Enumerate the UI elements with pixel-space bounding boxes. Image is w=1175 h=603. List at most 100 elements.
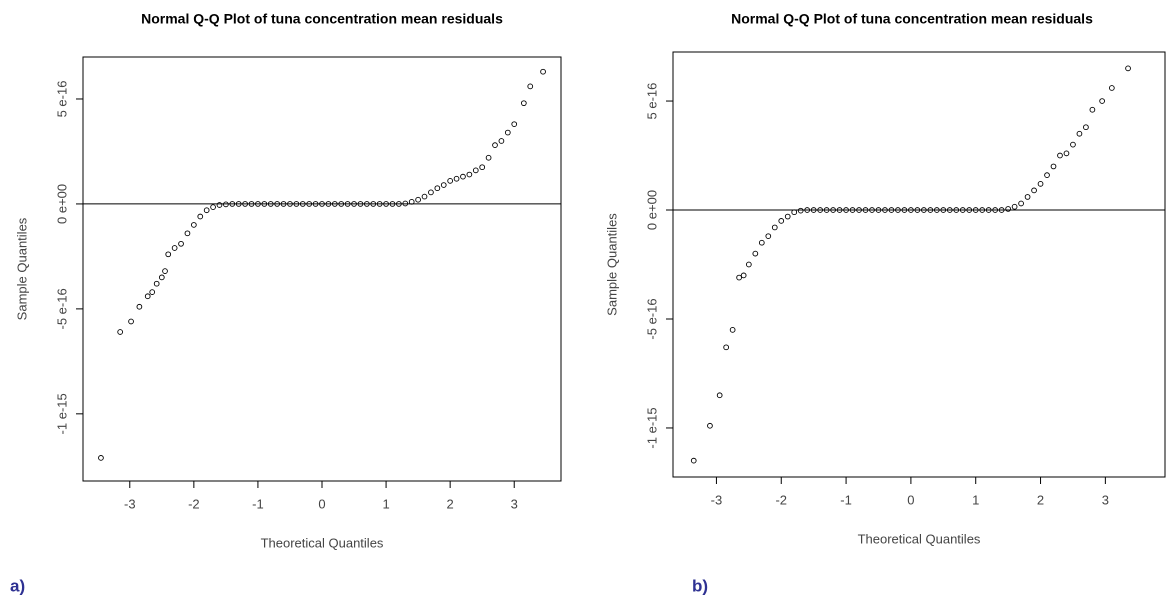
y-axis-label: Sample Quantiles: [604, 213, 619, 316]
point: [849, 207, 856, 213]
point: [267, 201, 274, 207]
point: [428, 189, 434, 196]
point: [162, 268, 168, 274]
y-tick-label: -1 e-15: [54, 393, 69, 434]
panel-label: b): [692, 576, 708, 595]
point: [1005, 206, 1011, 212]
point: [498, 138, 505, 144]
point: [184, 230, 191, 237]
point: [707, 422, 713, 429]
point: [357, 201, 364, 207]
point: [293, 201, 300, 207]
point: [223, 201, 229, 208]
point: [940, 207, 947, 213]
point: [434, 185, 441, 192]
point: [888, 207, 895, 213]
point: [1011, 203, 1018, 210]
point: [415, 196, 421, 203]
point: [402, 200, 409, 207]
y-tick-label: 0 e+00: [644, 190, 659, 230]
point: [830, 207, 836, 213]
point: [1050, 163, 1057, 170]
x-tick-label: -2: [775, 492, 787, 507]
point: [1044, 172, 1050, 178]
y-tick-label: -1 e-15: [644, 407, 659, 448]
point: [723, 344, 730, 351]
point: [979, 207, 986, 213]
point: [875, 207, 882, 213]
point: [1070, 141, 1076, 148]
point: [736, 274, 742, 281]
point: [312, 201, 319, 207]
point: [914, 207, 921, 213]
point: [745, 261, 752, 268]
point: [1031, 187, 1037, 194]
point: [178, 240, 184, 247]
point: [149, 289, 156, 295]
point: [242, 201, 248, 207]
point: [98, 455, 104, 461]
point: [190, 222, 197, 228]
point: [823, 207, 830, 213]
point: [966, 207, 973, 213]
x-tick-label: 1: [382, 496, 389, 511]
point: [998, 207, 1005, 213]
x-tick-label: 0: [907, 492, 914, 507]
point: [453, 175, 460, 182]
point: [255, 201, 261, 207]
point: [165, 251, 172, 258]
y-axis-label: Sample Quantiles: [14, 217, 29, 320]
point: [716, 392, 723, 399]
point: [520, 100, 527, 107]
point: [895, 207, 901, 213]
point: [1063, 150, 1070, 157]
x-tick-label: 3: [1102, 492, 1109, 507]
point: [540, 68, 546, 75]
plot-frame: [82, 56, 562, 482]
point: [810, 207, 817, 213]
point: [927, 207, 934, 213]
point: [136, 303, 143, 310]
point: [325, 201, 332, 207]
point: [485, 154, 492, 161]
point: [261, 201, 268, 207]
point: [280, 201, 287, 207]
point: [1125, 65, 1131, 72]
point: [504, 129, 511, 136]
point: [921, 207, 927, 213]
point: [351, 201, 357, 207]
x-tick-label: 2: [1037, 492, 1044, 507]
point: [376, 201, 383, 207]
point: [203, 207, 210, 214]
point: [306, 201, 313, 207]
point: [1099, 98, 1105, 104]
point: [765, 233, 772, 240]
x-tick-label: 0: [318, 496, 325, 511]
y-tick-label: 5 e-16: [54, 81, 69, 118]
point: [946, 207, 953, 213]
point: [1089, 106, 1096, 113]
point: [729, 327, 736, 333]
point: [158, 274, 165, 281]
y-tick-label: -5 e-16: [54, 288, 69, 329]
point: [856, 207, 862, 213]
point: [421, 193, 428, 200]
point: [901, 207, 908, 213]
point: [869, 207, 875, 213]
chart-title: Normal Q-Q Plot of tuna concentration me…: [731, 11, 1093, 27]
point: [953, 207, 960, 213]
x-tick-label: 2: [447, 496, 454, 511]
point: [784, 213, 791, 220]
point: [933, 207, 940, 213]
point: [1018, 200, 1024, 207]
point: [144, 293, 151, 300]
point: [771, 224, 778, 231]
point: [440, 182, 447, 188]
point: [817, 207, 823, 213]
point: [797, 207, 804, 214]
point: [370, 201, 377, 207]
point: [216, 202, 223, 208]
point: [299, 201, 306, 207]
point: [778, 218, 785, 224]
